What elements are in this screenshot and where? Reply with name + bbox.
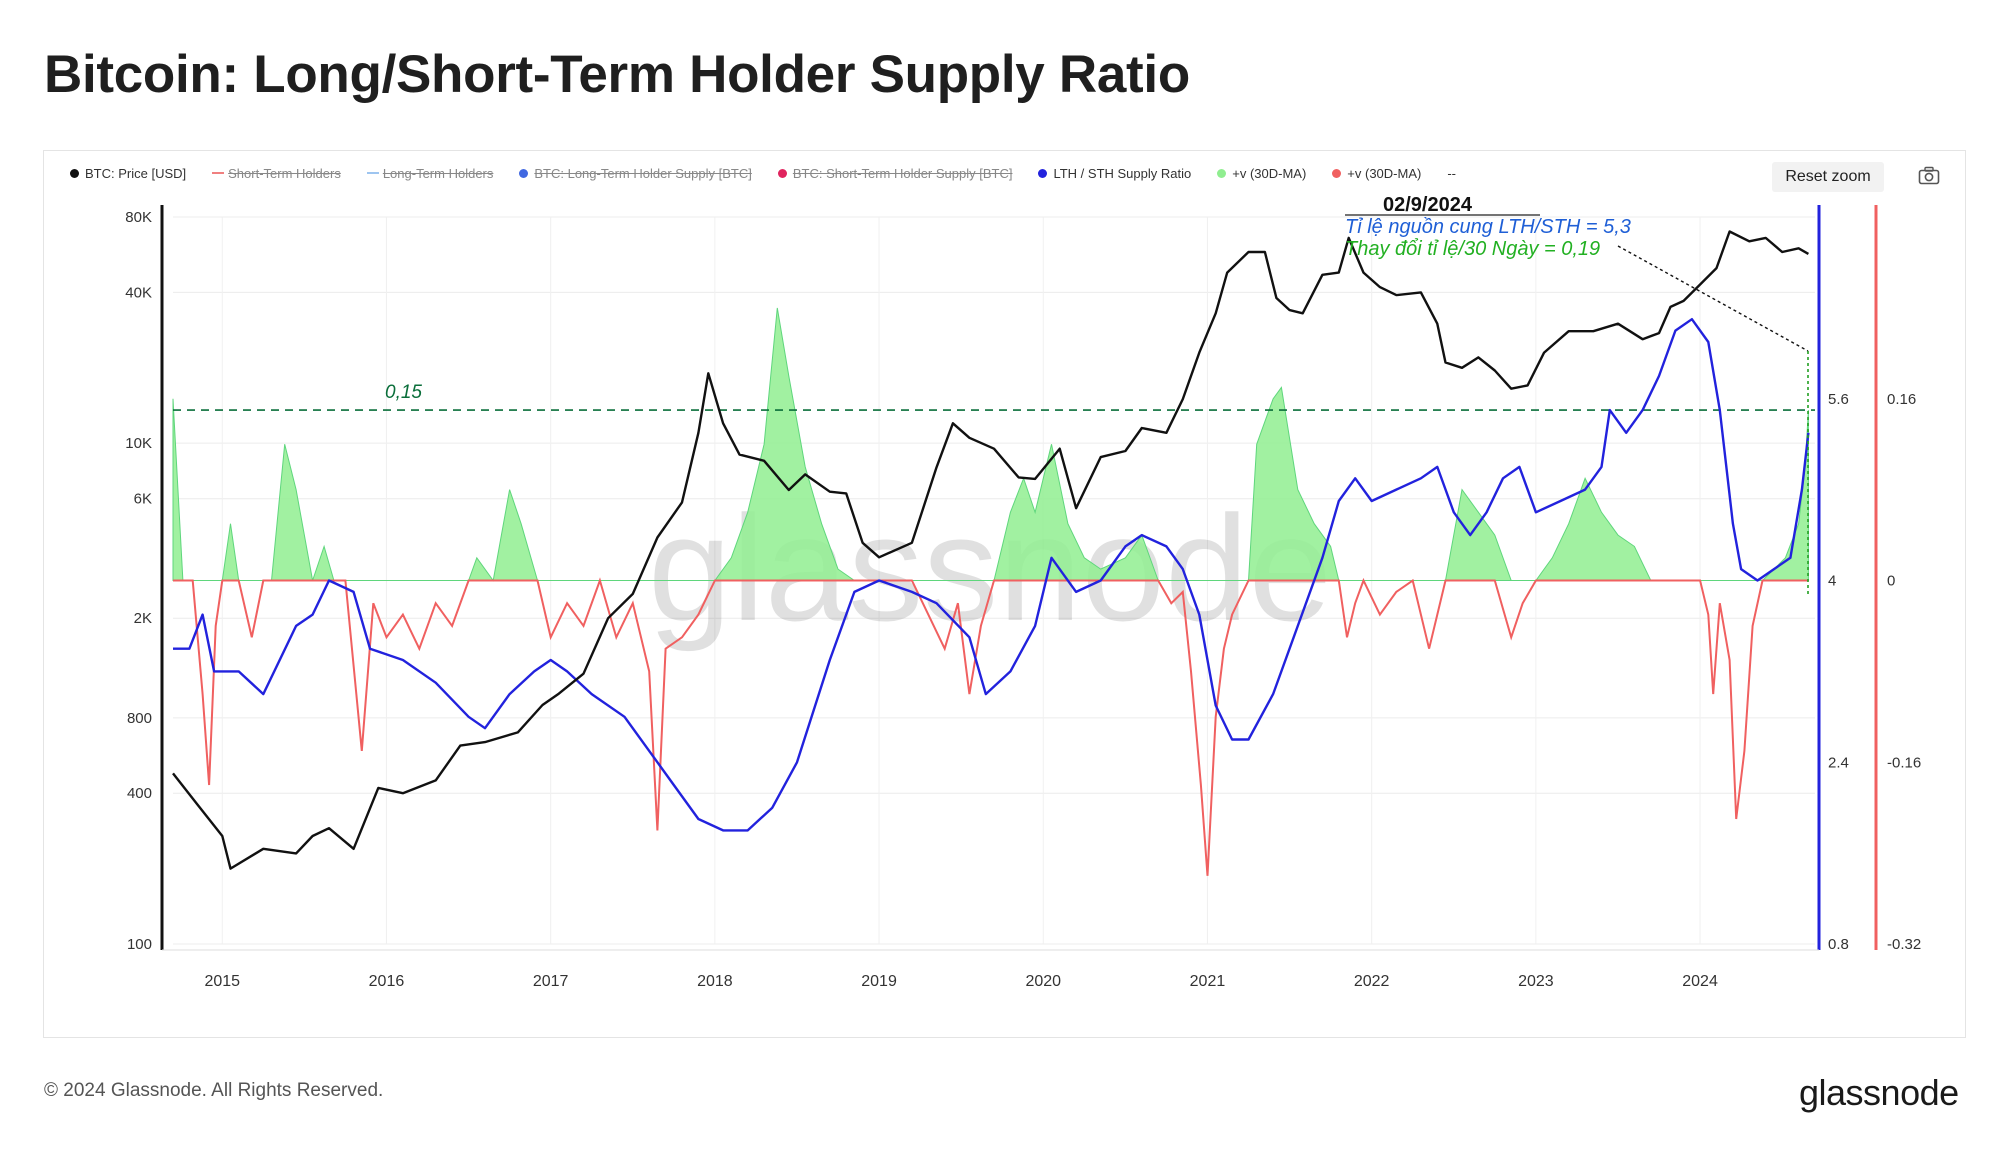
legend-item[interactable]: BTC: Short-Term Holder Supply [BTC]: [777, 165, 1013, 181]
x-tick-label: 2021: [1190, 973, 1226, 990]
legend-item[interactable]: +v (30D-MA): [1332, 166, 1421, 181]
legend-marker-icon: [366, 172, 379, 174]
legend-marker-icon: [1038, 168, 1048, 178]
reset-zoom-button[interactable]: Reset zoom: [1772, 162, 1884, 192]
legend-label: Long-Term Holders: [382, 165, 494, 181]
legend-marker-icon: [1332, 168, 1342, 178]
change-tick-label: -0.32: [1887, 936, 1921, 953]
legend-item[interactable]: +v (30D-MA): [1217, 166, 1306, 181]
change-tick-label: 0.16: [1887, 391, 1916, 408]
series-price-line: [172, 230, 1809, 870]
page-title: Bitcoin: Long/Short-Term Holder Supply R…: [44, 45, 1190, 104]
annotation-date: 02/9/2024: [1383, 194, 1473, 216]
y-tick-label: 6K: [134, 491, 152, 508]
legend-label: --: [1447, 165, 1456, 181]
legend-marker-icon: [777, 168, 787, 178]
legend-label: BTC: Price [USD]: [85, 165, 187, 181]
legend-item[interactable]: Long-Term Holders: [366, 165, 494, 181]
copyright-footer: © 2024 Glassnode. All Rights Reserved.: [44, 1080, 384, 1101]
x-tick-label: 2020: [1025, 973, 1061, 990]
legend-item[interactable]: BTC: Long-Term Holder Supply [BTC]: [519, 165, 752, 181]
legend-label: +v (30D-MA): [1232, 165, 1307, 181]
series-ratio-line: [173, 318, 1810, 832]
threshold-label: 0,15: [385, 382, 422, 403]
y-tick-label: 800: [127, 710, 152, 727]
x-tick-label: 2024: [1682, 973, 1718, 990]
change-tick-label: 0: [1887, 573, 1895, 590]
legend-label: BTC: Short-Term Holder Supply [BTC]: [792, 165, 1013, 181]
annotation-pointer-line: [1617, 245, 1809, 352]
x-tick-label: 2017: [533, 973, 569, 990]
x-tick-label: 2016: [369, 973, 405, 990]
legend-marker-icon: [1217, 168, 1227, 178]
legend-item[interactable]: LTH / STH Supply Ratio: [1038, 166, 1191, 181]
legend-marker-icon: [70, 168, 79, 178]
y-tick-label: 100: [127, 936, 152, 953]
legend-marker-icon: [212, 172, 225, 174]
x-tick-label: 2018: [697, 973, 733, 990]
x-tick-label: 2015: [204, 973, 240, 990]
ratio-tick-label: 0.8: [1828, 936, 1849, 953]
legend-label: LTH / STH Supply Ratio: [1053, 165, 1192, 181]
chart-legend: BTC: Price [USD] Short-Term Holders Long-T…: [70, 163, 1482, 183]
x-tick-label: 2022: [1354, 973, 1390, 990]
change-tick-label: -0.16: [1887, 754, 1921, 771]
y-tick-label: 2K: [134, 610, 152, 627]
y-tick-label: 10K: [125, 435, 152, 452]
legend-item[interactable]: --: [1447, 166, 1456, 181]
annotation-change: Thay đổi tỉ lệ/30 Ngày = 0,19: [1345, 238, 1600, 260]
x-tick-label: 2023: [1518, 973, 1554, 990]
ratio-tick-label: 5.6: [1828, 391, 1849, 408]
brand-logo: glassnode: [1799, 1072, 1959, 1113]
ratio-tick-label: 2.4: [1828, 754, 1849, 771]
legend-marker-icon: [519, 168, 529, 178]
legend-item[interactable]: BTC: Price [USD]: [70, 166, 186, 181]
legend-label: BTC: Long-Term Holder Supply [BTC]: [534, 165, 752, 181]
y-tick-label: 80K: [125, 209, 152, 226]
x-tick-label: 2019: [861, 973, 897, 990]
annotation-ratio: Tỉ lệ nguồn cung LTH/STH = 5,3: [1345, 216, 1631, 238]
ratio-tick-label: 4: [1828, 573, 1836, 590]
y-tick-label: 400: [127, 785, 152, 802]
chart-panel: [43, 150, 1966, 1038]
series-change-negative-line: [173, 577, 1809, 876]
series-change-positive-area: [172, 307, 1809, 582]
legend-label: Short-Term Holders: [228, 165, 341, 181]
legend-item[interactable]: Short-Term Holders: [212, 166, 341, 181]
legend-label: +v (30D-MA): [1347, 165, 1422, 181]
camera-icon[interactable]: [1918, 166, 1940, 186]
y-tick-label: 40K: [125, 284, 152, 301]
